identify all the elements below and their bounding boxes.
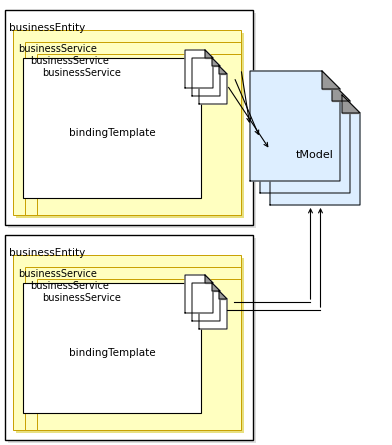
Text: businessService: businessService	[42, 293, 121, 303]
Polygon shape	[205, 50, 213, 58]
Bar	[5, 10, 253, 225]
Text: bindingTemplate: bindingTemplate	[69, 128, 155, 138]
Polygon shape	[342, 95, 360, 113]
Polygon shape	[192, 58, 220, 96]
Bar	[28, 270, 244, 433]
Polygon shape	[192, 283, 220, 321]
Polygon shape	[332, 83, 350, 101]
Bar	[25, 267, 241, 430]
Text: businessService: businessService	[42, 68, 121, 78]
Bar	[40, 57, 244, 218]
Bar	[28, 45, 244, 218]
Bar	[23, 283, 201, 413]
Bar	[40, 282, 244, 433]
Bar	[16, 258, 244, 433]
Text: businessService: businessService	[30, 281, 109, 291]
Bar	[8, 238, 256, 443]
Text: businessService: businessService	[18, 269, 97, 279]
Text: businessService: businessService	[18, 44, 97, 54]
Polygon shape	[250, 71, 340, 181]
Polygon shape	[212, 58, 220, 66]
Polygon shape	[199, 291, 227, 329]
Bar	[13, 255, 241, 430]
Bar	[13, 30, 241, 215]
Bar	[8, 13, 256, 228]
Polygon shape	[219, 66, 227, 74]
Bar	[23, 58, 201, 198]
Polygon shape	[212, 283, 220, 291]
Bar	[37, 279, 241, 430]
Text: tModel: tModel	[296, 150, 334, 160]
Polygon shape	[322, 71, 340, 89]
Bar	[37, 54, 241, 215]
Text: businessEntity: businessEntity	[9, 23, 85, 33]
Bar	[25, 42, 241, 215]
Polygon shape	[199, 66, 227, 104]
Polygon shape	[185, 275, 213, 313]
Text: bindingTemplate: bindingTemplate	[69, 348, 155, 358]
Polygon shape	[270, 95, 360, 205]
Polygon shape	[205, 275, 213, 283]
Bar	[16, 33, 244, 218]
Polygon shape	[219, 291, 227, 299]
Text: businessEntity: businessEntity	[9, 248, 85, 258]
Polygon shape	[260, 83, 350, 193]
Bar	[5, 235, 253, 440]
Text: businessService: businessService	[30, 56, 109, 66]
Polygon shape	[185, 50, 213, 88]
